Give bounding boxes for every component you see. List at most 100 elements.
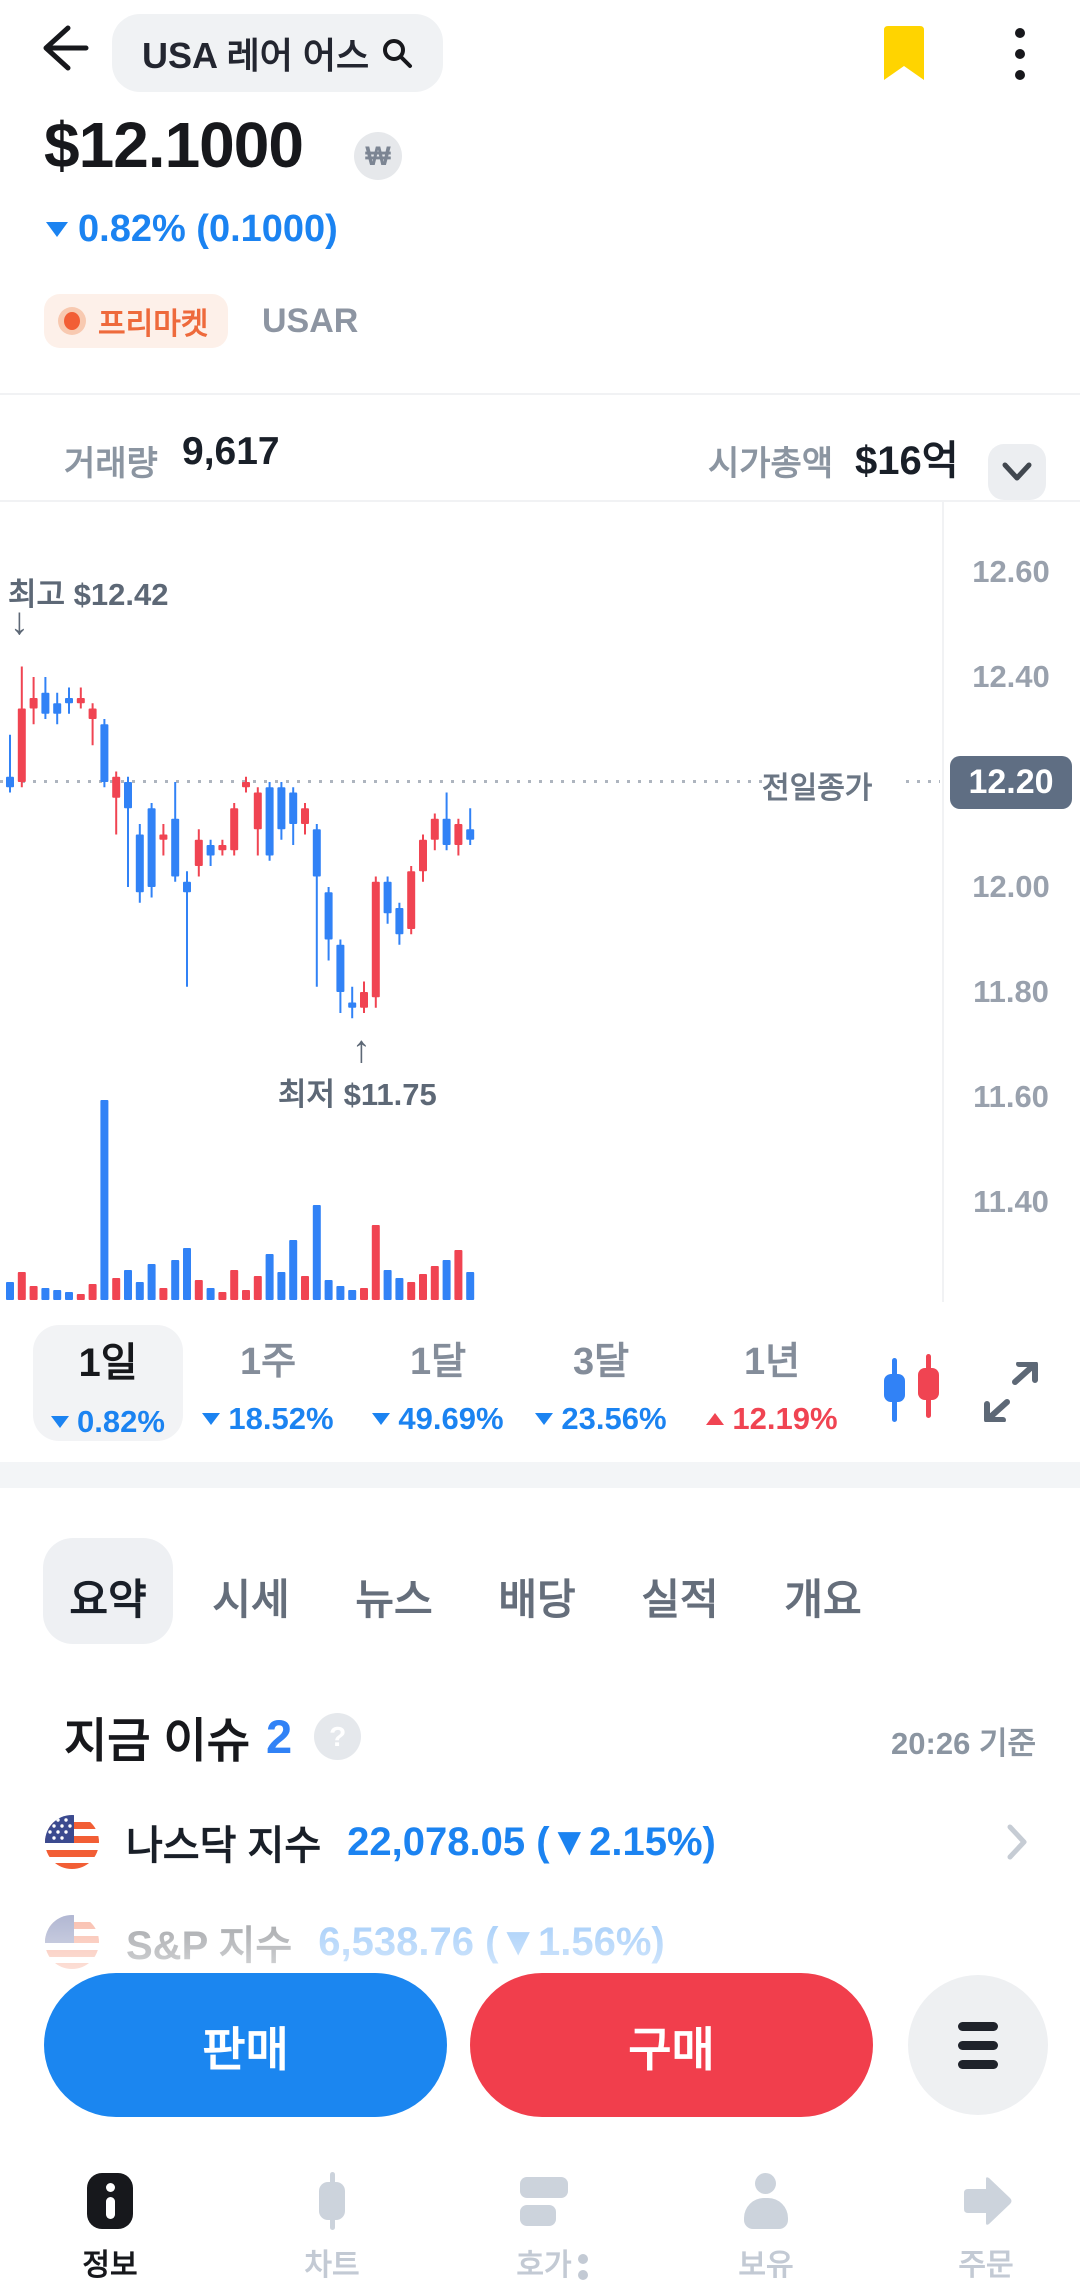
tab-news[interactable]: 뉴스 [355, 1576, 433, 1623]
candle-body [277, 787, 286, 830]
nav-item-orderbook[interactable]: 호가 [474, 2172, 614, 2284]
more-menu-button[interactable] [998, 24, 1042, 84]
volume-bar [371, 1225, 380, 1300]
candle-body [395, 908, 404, 935]
volume-bar [194, 1280, 203, 1300]
prev-close-price-badge: 12.20 [950, 756, 1072, 809]
person-icon [737, 2172, 795, 2230]
volume-bar [466, 1272, 475, 1300]
volume-bar [419, 1274, 427, 1300]
volume-bar [135, 1282, 144, 1300]
volume-bar [183, 1248, 191, 1300]
expand-stats-button[interactable] [988, 444, 1046, 500]
candle-body [383, 881, 392, 914]
volume-bar [336, 1286, 345, 1300]
divider [0, 500, 1080, 502]
arrow-down-icon [535, 1413, 554, 1425]
arrow-right-icon [957, 2172, 1015, 2230]
nav-item-holdings[interactable]: 보유 [696, 2172, 836, 2284]
arrow-down-icon [51, 1416, 70, 1428]
candle-body [88, 708, 97, 719]
issue-timestamp: 20:26 기준 [891, 1726, 1036, 1761]
volume-bar [430, 1266, 439, 1300]
bookmark-button[interactable] [880, 24, 928, 84]
volume-bar [88, 1284, 97, 1300]
volume-bar [301, 1276, 309, 1300]
candle-body [6, 776, 14, 788]
arrow-up-icon [706, 1413, 725, 1425]
volume-bar [100, 1100, 109, 1300]
candle-body [454, 824, 463, 845]
candle-body [65, 698, 73, 704]
volume-bar [348, 1290, 357, 1300]
price-chart[interactable]: 12.60 12.40 12.00 11.80 11.60 11.40 전일종가 12.2… [0, 501, 1080, 1302]
volume-bar [171, 1260, 180, 1300]
chart-style-button[interactable] [880, 1352, 944, 1428]
candle-body [183, 881, 191, 893]
quick-menu-button[interactable] [908, 1975, 1048, 2115]
tab-quotes[interactable]: 시세 [212, 1576, 290, 1623]
y-axis-tick: 12.60 [972, 554, 1050, 589]
current-price: $12.1000 [44, 109, 304, 181]
candle-body [112, 776, 121, 798]
period-tab-3m[interactable]: 3달 23.56% [511, 1330, 691, 1437]
candle-body [324, 892, 333, 940]
help-icon[interactable]: ? [314, 1713, 362, 1760]
issue-count-badge: 2 [266, 1710, 293, 1763]
issue-section-header: 지금 이슈 2 ? [64, 1702, 362, 1771]
kebab-icon [1015, 28, 1025, 38]
candle-body [218, 845, 227, 851]
volume-bar [218, 1292, 227, 1300]
buy-button[interactable]: 구매 [470, 1973, 873, 2117]
candle-body [230, 808, 239, 851]
candle-body [312, 829, 321, 877]
nav-item-chart[interactable]: 차트 [262, 2172, 402, 2284]
y-axis-tick: 11.40 [973, 1184, 1049, 1219]
candlestick-icon [884, 1354, 939, 1422]
stock-search-pill[interactable]: USA 레어 어스 [112, 14, 444, 92]
candle-body [53, 703, 62, 714]
tab-summary[interactable]: 요약 [69, 1576, 147, 1623]
volume-bar [360, 1288, 368, 1300]
issue-row-nasdaq[interactable]: 나스닥 지수 22,078.05 (▼2.15%) [44, 1798, 1036, 1886]
issue-title: 지금 이슈 [64, 1714, 251, 1767]
tab-earnings[interactable]: 실적 [641, 1576, 719, 1623]
low-annotation: 최저 $11.75 [278, 1077, 437, 1112]
candle-body [265, 787, 274, 856]
section-tabs: 요약 시세 뉴스 배당 실적 개요 [0, 1538, 1080, 1650]
period-tab-1m[interactable]: 1달 49.69% [348, 1330, 528, 1437]
period-tab-1d[interactable]: 1일 0.82% [18, 1330, 198, 1440]
back-button[interactable] [34, 20, 90, 76]
won-currency-badge[interactable]: ₩ [354, 132, 402, 180]
volume-bar [277, 1272, 286, 1300]
info-icon [81, 2172, 139, 2230]
tab-overview[interactable]: 개요 [784, 1576, 862, 1623]
candle-body [371, 881, 380, 998]
volume-bar [395, 1278, 404, 1300]
volume-bar [442, 1260, 451, 1300]
orderbook-icon [515, 2172, 573, 2230]
us-flag-icon [45, 1815, 99, 1869]
volume-value: 9,617 [182, 430, 280, 473]
nav-item-order[interactable]: 주문 [916, 2172, 1056, 2284]
nav-item-info[interactable]: 정보 [40, 2172, 180, 2284]
volume-bar [147, 1264, 156, 1300]
period-tab-1w[interactable]: 1주 18.52% [178, 1330, 358, 1437]
y-axis-tick: 11.80 [973, 974, 1049, 1009]
sell-button[interactable]: 판매 [44, 1973, 447, 2117]
tab-dividend[interactable]: 배당 [498, 1576, 576, 1623]
index-name: 나스닥 지수 [126, 1824, 322, 1868]
candlestick-chart-canvas[interactable] [0, 501, 1080, 1302]
volume-bar [29, 1286, 38, 1300]
index-value: 22,078.05 (▼2.15%) [347, 1819, 716, 1864]
volume-bar [206, 1288, 215, 1300]
arrow-down-icon [372, 1413, 391, 1425]
candle-body [442, 818, 451, 845]
candle-body [348, 1002, 357, 1008]
volume-bar [312, 1205, 321, 1300]
fullscreen-button[interactable] [980, 1358, 1042, 1426]
volume-bar [53, 1290, 62, 1300]
period-tab-1y[interactable]: 1년 12.19% [682, 1330, 862, 1437]
volume-bar [65, 1292, 73, 1300]
